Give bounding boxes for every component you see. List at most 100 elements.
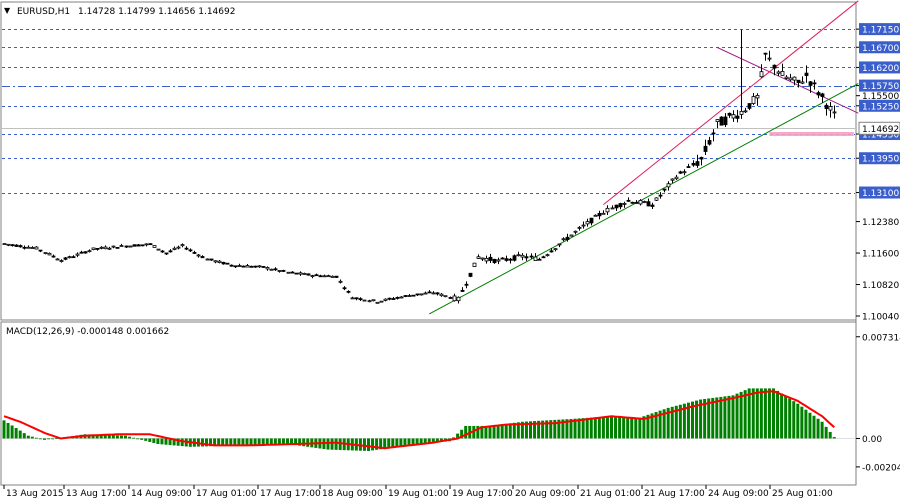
price-label-box bbox=[859, 41, 900, 54]
macd-bar bbox=[47, 438, 51, 440]
macd-bar bbox=[136, 438, 140, 440]
candle-body bbox=[47, 252, 52, 256]
candle-body bbox=[448, 297, 453, 299]
candle-body bbox=[273, 268, 278, 271]
candle-body bbox=[565, 236, 570, 241]
macd-tick-label: 0.00 bbox=[862, 435, 882, 445]
candle-body bbox=[573, 230, 578, 233]
macd-tick-label: 0.007314 bbox=[862, 333, 900, 343]
candle-body bbox=[707, 140, 712, 145]
candle-body bbox=[346, 290, 351, 293]
macd-signal-line bbox=[3, 390, 835, 450]
macd-bar bbox=[484, 425, 488, 439]
candle-body bbox=[184, 247, 189, 250]
candle-body bbox=[610, 207, 615, 210]
macd-bar bbox=[213, 438, 217, 447]
macd-bar bbox=[573, 418, 577, 439]
macd-bar bbox=[767, 388, 771, 439]
macd-bar bbox=[22, 433, 26, 439]
candle-body bbox=[334, 275, 339, 278]
candle-body bbox=[115, 247, 120, 249]
time-tick-label: 24 Aug 09:00 bbox=[708, 489, 769, 499]
candle-body bbox=[743, 110, 748, 113]
candle-body bbox=[367, 300, 372, 303]
time-tick-label: 18 Aug 09:00 bbox=[322, 489, 383, 499]
candle-body bbox=[128, 245, 133, 248]
macd-bar bbox=[172, 438, 176, 446]
candle-body bbox=[674, 176, 679, 180]
candle-body bbox=[338, 280, 343, 283]
candle-body bbox=[362, 299, 367, 302]
price-label-box bbox=[859, 23, 900, 36]
macd-bar bbox=[427, 438, 431, 443]
trendline-magenta-falling bbox=[716, 46, 859, 114]
macd-bar bbox=[759, 388, 763, 439]
macd-bar bbox=[107, 435, 111, 439]
macd-bar bbox=[472, 425, 476, 439]
candle-body bbox=[589, 217, 594, 224]
macd-bar bbox=[735, 393, 739, 439]
macd-bar bbox=[415, 438, 419, 445]
price-label-box bbox=[859, 186, 900, 199]
macd-bar bbox=[253, 438, 257, 445]
time-tick-label: 19 Aug 01:00 bbox=[388, 489, 449, 499]
symbol-dropdown-arrow[interactable]: ▼ bbox=[4, 6, 11, 15]
macd-bar bbox=[160, 438, 164, 445]
macd-bar bbox=[569, 418, 573, 439]
macd-bar bbox=[265, 438, 269, 445]
macd-bar bbox=[431, 438, 435, 443]
candle-body bbox=[776, 71, 781, 74]
candle-body bbox=[524, 256, 529, 259]
macd-bar bbox=[565, 419, 569, 439]
candle-body bbox=[796, 79, 801, 83]
candle-body bbox=[715, 119, 720, 122]
candle-body bbox=[751, 96, 756, 104]
candle-body bbox=[788, 77, 793, 81]
macd-bar bbox=[577, 418, 581, 439]
candle-body bbox=[614, 204, 619, 209]
macd-bar bbox=[727, 395, 731, 439]
macd-bar bbox=[695, 400, 699, 439]
candle-body bbox=[488, 256, 493, 261]
macd-bar bbox=[221, 438, 225, 446]
candle-body bbox=[553, 248, 558, 251]
candle-body bbox=[241, 265, 246, 268]
price-tick-label: 1.13950 bbox=[862, 155, 899, 165]
candle-body bbox=[192, 252, 197, 254]
candle-body bbox=[144, 243, 149, 246]
trendline-red-rising bbox=[603, 0, 859, 206]
macd-bar bbox=[772, 388, 775, 439]
macd-bar bbox=[658, 410, 662, 439]
candle-body bbox=[10, 244, 15, 247]
macd-bar bbox=[18, 430, 22, 439]
candle-body bbox=[537, 258, 542, 261]
macd-bar bbox=[362, 438, 366, 451]
macd-bar bbox=[245, 438, 249, 446]
candle-body bbox=[277, 270, 282, 272]
candle-body bbox=[618, 203, 623, 208]
price-label-box bbox=[859, 79, 900, 92]
candle-body bbox=[322, 275, 327, 278]
macd-bar bbox=[678, 404, 682, 439]
candle-body bbox=[626, 199, 631, 202]
candle-body bbox=[634, 202, 639, 204]
macd-bar bbox=[788, 398, 792, 439]
candle-body bbox=[508, 258, 513, 261]
candle-body bbox=[784, 76, 789, 79]
candle-body bbox=[419, 293, 424, 296]
candle-body bbox=[200, 256, 205, 259]
macd-bar bbox=[452, 437, 456, 439]
candle-body bbox=[22, 246, 27, 249]
candle-body bbox=[217, 260, 222, 264]
price-label-box bbox=[859, 152, 900, 165]
candle-body bbox=[646, 201, 651, 207]
macd-bar bbox=[618, 417, 622, 439]
macd-bar bbox=[828, 431, 832, 439]
macd-bar bbox=[512, 422, 516, 439]
macd-bar bbox=[711, 397, 715, 439]
candle-body bbox=[326, 275, 331, 278]
time-tick-label: 13 Aug 2015 bbox=[6, 489, 64, 499]
candle-body bbox=[772, 64, 777, 69]
